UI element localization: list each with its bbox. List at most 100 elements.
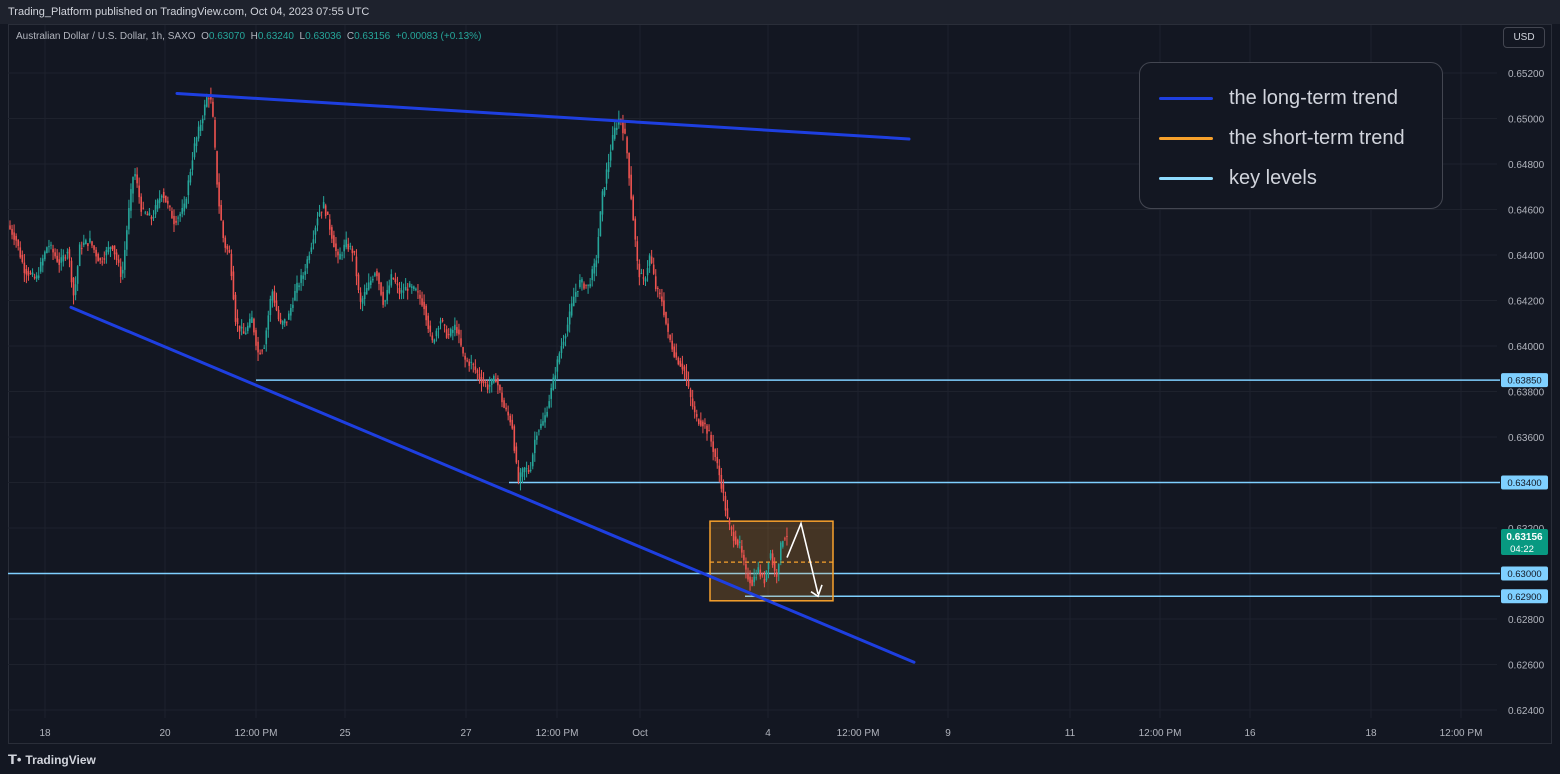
candle-body (470, 361, 473, 363)
candle-body (19, 247, 22, 258)
candle-body (353, 250, 356, 253)
candle-body (343, 244, 345, 252)
publish-bar: Trading_Platform published on TradingVie… (0, 0, 1560, 24)
candle-body (626, 137, 628, 154)
open-label: O (201, 31, 209, 42)
key-level-badge (1501, 566, 1548, 581)
candle-body (335, 243, 337, 252)
candle-body (734, 536, 737, 544)
candle-body (603, 187, 606, 196)
candle-body (310, 247, 313, 252)
candle-body (101, 261, 104, 263)
candle-body (636, 241, 639, 261)
candle-body (616, 127, 618, 131)
price-axis[interactable]: 0.65200 0.65000 0.64800 0.64600 0.64400 0.642… (1501, 69, 1548, 717)
key-level-label: 0.63000 (1507, 569, 1541, 580)
candle-body (378, 273, 380, 284)
candle-body (370, 280, 372, 286)
candle-body (503, 400, 505, 408)
candle-body (757, 567, 760, 573)
candle-body (357, 274, 360, 291)
candle-body (257, 341, 259, 353)
candle-body (681, 363, 684, 370)
candle-body (763, 578, 766, 584)
candle-body (456, 327, 458, 334)
candle-body (505, 407, 507, 410)
candle-body (329, 219, 331, 230)
candle-body (255, 330, 257, 346)
candle-body (624, 128, 626, 134)
candle-body (704, 422, 706, 425)
candle-body (591, 269, 593, 280)
candle-body (638, 263, 641, 278)
candle-body (718, 465, 721, 476)
candle-body (380, 282, 382, 295)
candle-body (714, 449, 716, 458)
candle-body (347, 243, 350, 250)
candle-body (193, 143, 196, 158)
tradingview-logo[interactable]: 𝗧• TradingView (8, 752, 96, 768)
candle-body (230, 253, 233, 277)
candle-body (17, 239, 19, 246)
candle-body (677, 357, 680, 365)
candle-body (21, 254, 24, 263)
candle-body (398, 287, 401, 294)
candle-body (124, 250, 126, 270)
candle-body (384, 300, 386, 302)
legend-label-key-levels: key levels (1229, 167, 1317, 189)
candle-body (726, 508, 729, 519)
price-chart[interactable]: 0.65200 0.65000 0.64800 0.64600 0.64400 0.642… (0, 0, 1560, 744)
candle-body (423, 301, 425, 310)
candle-body (152, 216, 155, 219)
candle-body (15, 235, 17, 241)
candle-body (197, 126, 200, 139)
candle-body (773, 562, 776, 571)
candle-body (558, 353, 561, 363)
candle-body (33, 276, 36, 279)
candle-body (462, 347, 464, 354)
candle-body (99, 258, 101, 261)
candle-body (640, 273, 643, 275)
price-tick-label: 0.64600 (1508, 206, 1545, 217)
candle-body (249, 318, 251, 327)
candle-body (349, 245, 352, 247)
key-level-badge (1501, 373, 1548, 388)
time-tick-label: 25 (339, 728, 351, 739)
candle-body (273, 291, 276, 303)
candle-body (765, 570, 768, 581)
candle-body (138, 185, 140, 198)
candle-body (87, 243, 89, 247)
candle-body (408, 283, 411, 288)
candle-body (609, 151, 612, 161)
time-tick-label: 12:00 PM (1139, 728, 1182, 739)
candle-body (386, 289, 388, 301)
candle-body (564, 335, 567, 339)
candle-body (753, 576, 755, 583)
candle-body (474, 366, 477, 370)
time-axis[interactable]: 18 20 12:00 PM 25 27 12:00 PM Oct 4 12:00 PM 9 11 1… (39, 728, 1482, 739)
time-tick-label: 16 (1244, 728, 1256, 739)
tradingview-logo-icon: 𝗧• (8, 752, 22, 767)
candle-body (281, 321, 284, 325)
candle-body (232, 271, 235, 300)
candle-body (780, 542, 782, 561)
candle-body (134, 173, 136, 177)
candle-body (288, 313, 290, 320)
candle-body (527, 469, 530, 472)
candle-body (521, 468, 524, 477)
candle-body (650, 256, 653, 264)
candle-body (275, 300, 278, 311)
candle-body (242, 331, 245, 334)
candle-body (165, 195, 167, 203)
candle-body (13, 232, 15, 240)
candle-body (720, 474, 723, 489)
price-tick-label: 0.62600 (1508, 661, 1545, 672)
candle-body (306, 259, 309, 269)
currency-button[interactable]: USD (1503, 27, 1545, 48)
candle-body (550, 387, 552, 399)
candle-body (689, 389, 692, 398)
time-tick-label: Oct (632, 728, 648, 739)
candle-body (499, 385, 501, 391)
candle-body (175, 220, 177, 223)
candle-body (372, 278, 374, 281)
